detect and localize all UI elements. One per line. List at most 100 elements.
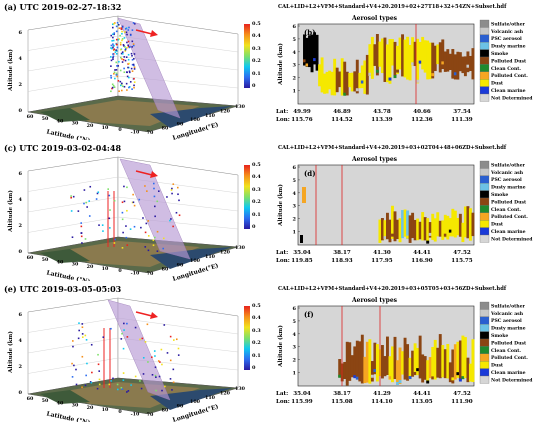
lon-value: 114.10 [371, 399, 393, 405]
aerosol-pixel [125, 82, 128, 85]
aerosol-layer [426, 240, 430, 244]
aerosol-pixel [166, 196, 168, 198]
aerosol-layer [428, 375, 432, 379]
aerosol-column [300, 235, 303, 243]
aerosol-layer [303, 59, 306, 63]
aerosol-pixel [122, 58, 125, 61]
aerosol-pixel [110, 47, 112, 49]
aerosol-pixel [121, 332, 123, 335]
calipso-curtain [117, 17, 181, 119]
aerosol-pixel [118, 27, 121, 30]
aerosol-pixel [133, 22, 136, 25]
aerosol-column [446, 215, 450, 240]
aerosol-pixel [96, 387, 99, 390]
lon-value: 113.05 [411, 399, 433, 405]
aerosol-pixel [121, 26, 124, 29]
aerosol-pixel [96, 192, 99, 195]
aerosol-pixel [140, 387, 143, 390]
aerosol-pixel [75, 383, 78, 386]
aerosol-pixel [162, 247, 165, 250]
aerosol-pixel [144, 231, 147, 234]
sea-region [150, 388, 232, 410]
aerosol-layer [426, 380, 430, 384]
aerosol-pixel [112, 39, 115, 42]
lat-value: 35.04 [293, 250, 311, 256]
aerosol-pixel [121, 38, 124, 40]
aerosol-pixel [114, 77, 116, 80]
aerosol-pixel [160, 348, 163, 351]
aerosol-pixel [119, 43, 122, 46]
lat-value: 47.52 [453, 250, 471, 256]
aerosol-column [348, 342, 352, 381]
aerosol-pixel [169, 359, 172, 362]
z-tick: 4 [19, 197, 23, 203]
aerosol-column [365, 54, 369, 95]
panel-title: (a) UTC 2019-02-27-18:32 [4, 2, 122, 12]
aerosol-column [355, 340, 359, 378]
aerosol-pixel [115, 38, 118, 41]
aerosol-column [461, 335, 465, 378]
aerosol-pixel [162, 237, 165, 240]
aerosol-column [448, 53, 452, 71]
aerosol-column [391, 346, 394, 383]
legend-swatch [479, 190, 490, 199]
aerosol-pixel [127, 45, 130, 48]
colorbar-tick: 0.2 [252, 199, 261, 206]
aerosol-pixel [120, 27, 123, 29]
colorbar [244, 306, 250, 370]
aerosol-column [388, 38, 392, 84]
aerosol-pixel [80, 225, 83, 228]
aerosol-column [421, 354, 425, 383]
aerosol-pixel [140, 226, 142, 229]
aerosol-pixel [175, 338, 178, 341]
aerosol-pixel [124, 50, 127, 52]
y-tick: 3 [293, 63, 297, 69]
aerosol-pixel [172, 183, 175, 185]
legend-label: Clean Cont. [491, 348, 521, 354]
legend-label: PSC aerosol [491, 36, 522, 42]
aerosol-column [343, 61, 347, 95]
aerosol-pixel [112, 49, 115, 51]
aerosol-pixel [129, 45, 131, 48]
aerosol-column [340, 58, 344, 96]
aerosol-column [441, 220, 445, 240]
aerosol-column [345, 341, 349, 383]
aerosol-pixel [151, 373, 154, 376]
aerosol-pixel [122, 231, 124, 234]
colorbar-tick: 0.1 [252, 211, 261, 218]
aerosol-layer [413, 371, 417, 375]
lat-tick: 60 [27, 114, 34, 120]
lon-tick: 120 [220, 391, 231, 397]
aerosol-pixel [123, 329, 125, 331]
legend-label: PSC aerosol [491, 318, 522, 324]
aerosol-layer [443, 233, 447, 237]
colorbar-tick: 0 [252, 83, 256, 89]
aerosol-pixel [120, 52, 123, 55]
aerosol-column [408, 44, 412, 81]
aerosol-column [373, 44, 377, 66]
aerosol-pixel [128, 86, 130, 89]
legend-label: Sulfate/other [491, 21, 526, 27]
panel-title: (c) UTC 2019-03-02-04:48 [4, 143, 122, 153]
aerosol-pixel [75, 368, 77, 371]
aerosol-column [446, 343, 450, 379]
y-tick: 2 [293, 217, 297, 223]
aerosol-pixel [133, 84, 135, 87]
aerosol-pixel [111, 47, 113, 50]
arrow-head [150, 312, 158, 319]
aerosol-pixel [71, 362, 73, 365]
aerosol-column [315, 34, 319, 71]
aerosol-pixel [113, 71, 116, 74]
aerosol-pixel [113, 32, 116, 34]
aerosol-layer [368, 72, 372, 76]
lat-tick: 0 [118, 409, 122, 415]
aerosol-pixel [91, 371, 93, 374]
legend-swatch [479, 338, 490, 347]
lat-tick: 30 [72, 403, 79, 409]
aerosol-pixel [115, 49, 117, 51]
calipso-curtain [107, 299, 171, 401]
aerosol-pixel [116, 75, 119, 78]
aerosol-pixel [142, 217, 144, 219]
aerosol-layer [411, 62, 415, 66]
aerosol-column [443, 51, 447, 72]
